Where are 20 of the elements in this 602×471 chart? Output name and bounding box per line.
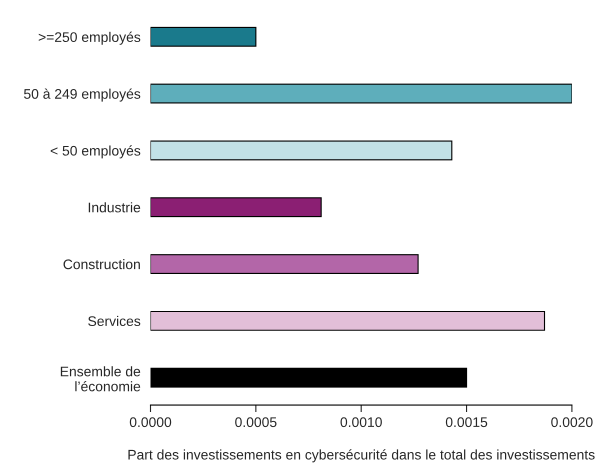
- bar: [150, 254, 419, 274]
- y-tick-label: Ensemble de l’économie: [60, 366, 140, 392]
- y-tick-label: Industrie: [88, 202, 140, 212]
- bar: [150, 84, 572, 104]
- y-tick-label: 50 à 249 employés: [24, 88, 140, 102]
- bar: [150, 310, 546, 331]
- x-axis-title: Part des investissements en cybersécurité dans le total des investissements: [128, 449, 595, 462]
- y-tick-label: Construction: [64, 259, 140, 270]
- x-tick-label: 0.0015: [446, 417, 488, 428]
- x-tick-label: 0.0010: [340, 417, 382, 428]
- y-tick-label: Services: [88, 316, 140, 326]
- x-tick-label: 0.0000: [130, 417, 172, 428]
- bar: [150, 197, 322, 218]
- x-tick-label: 0.0020: [551, 417, 593, 428]
- x-tick-label: 0.0005: [235, 417, 277, 428]
- bar: [150, 368, 468, 388]
- bar: [150, 26, 256, 47]
- y-tick-label: >=250 employés: [38, 32, 140, 45]
- bar: [150, 140, 452, 160]
- y-tick-label: < 50 employés: [50, 145, 140, 158]
